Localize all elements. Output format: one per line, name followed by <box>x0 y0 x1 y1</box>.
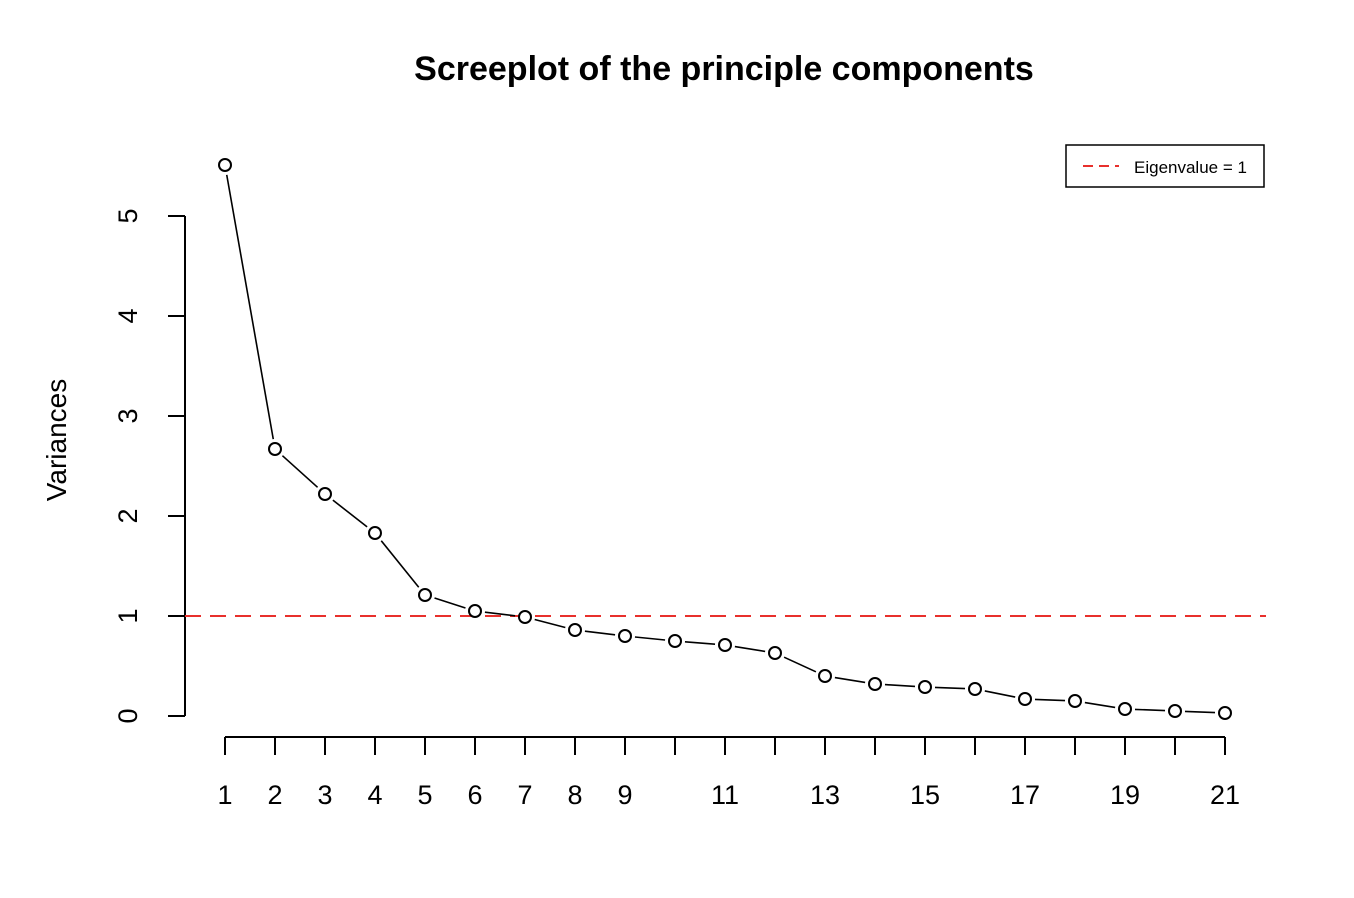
series-segment <box>281 455 319 488</box>
x-tick-label: 11 <box>711 780 739 810</box>
data-point <box>518 610 532 624</box>
x-tick-label: 17 <box>1010 780 1040 810</box>
series-segment <box>1134 708 1166 712</box>
x-tick-label: 9 <box>617 780 632 810</box>
x-tick-label: 4 <box>367 780 382 810</box>
series-segment <box>984 690 1016 698</box>
x-tick-label: 7 <box>517 780 532 810</box>
series-segment <box>684 640 716 646</box>
data-point <box>668 634 682 648</box>
data-point <box>968 682 982 696</box>
series-segment <box>584 630 616 636</box>
series-segment <box>380 540 420 588</box>
series-segment <box>1184 710 1216 714</box>
x-tick-label: 21 <box>1210 780 1240 810</box>
y-tick-label: 4 <box>113 308 143 323</box>
data-point <box>468 604 482 618</box>
series-segment <box>634 636 666 641</box>
y-tick-label: 1 <box>113 608 143 623</box>
series-segment <box>834 676 866 684</box>
x-axis: 1 2 3 4 5 6 7 8 9 11 13 15 17 19 21 <box>217 736 1240 810</box>
x-tick-label: 6 <box>467 780 482 810</box>
data-point <box>218 158 232 172</box>
data-point <box>568 623 582 637</box>
x-tick-label: 8 <box>567 780 582 810</box>
series-segment <box>225 174 275 440</box>
chart-title: Screeplot of the principle components <box>414 50 1034 88</box>
series-segment <box>1034 698 1066 702</box>
data-point <box>418 588 432 602</box>
data-point <box>868 677 882 691</box>
x-tick-label: 15 <box>910 780 940 810</box>
x-tick-label: 1 <box>217 780 232 810</box>
x-tick-label: 3 <box>317 780 332 810</box>
data-point <box>1068 694 1082 708</box>
series-segment <box>434 597 466 609</box>
variance-series <box>218 158 1232 720</box>
data-point <box>368 526 382 540</box>
data-point <box>318 487 332 501</box>
x-tick-label: 13 <box>810 780 840 810</box>
data-point <box>268 442 282 456</box>
data-point <box>918 680 932 694</box>
data-point <box>768 646 782 660</box>
series-segment <box>934 686 966 690</box>
series-segment <box>484 611 516 617</box>
series-segment <box>1084 701 1116 709</box>
y-axis: 0 1 2 3 4 5 <box>113 208 186 724</box>
series-segment <box>734 645 766 653</box>
series-segment <box>783 656 817 673</box>
data-point <box>1218 706 1232 720</box>
data-point <box>1168 704 1182 718</box>
x-tick-label: 5 <box>417 780 432 810</box>
x-tick-label: 19 <box>1110 780 1140 810</box>
data-point <box>818 669 832 683</box>
y-axis-label: Variances <box>41 379 72 501</box>
series-segment <box>332 499 368 528</box>
y-tick-label: 0 <box>113 708 143 723</box>
data-point <box>718 638 732 652</box>
x-tick-label: 2 <box>267 780 282 810</box>
y-tick-label: 3 <box>113 408 143 423</box>
data-point <box>1018 692 1032 706</box>
y-tick-label: 5 <box>113 208 143 223</box>
series-segment <box>884 683 916 688</box>
series-segment <box>534 618 566 629</box>
data-point <box>618 629 632 643</box>
data-point <box>1118 702 1132 716</box>
y-tick-label: 2 <box>113 508 143 523</box>
legend-label: Eigenvalue = 1 <box>1134 158 1247 177</box>
legend: Eigenvalue = 1 <box>1065 144 1265 188</box>
